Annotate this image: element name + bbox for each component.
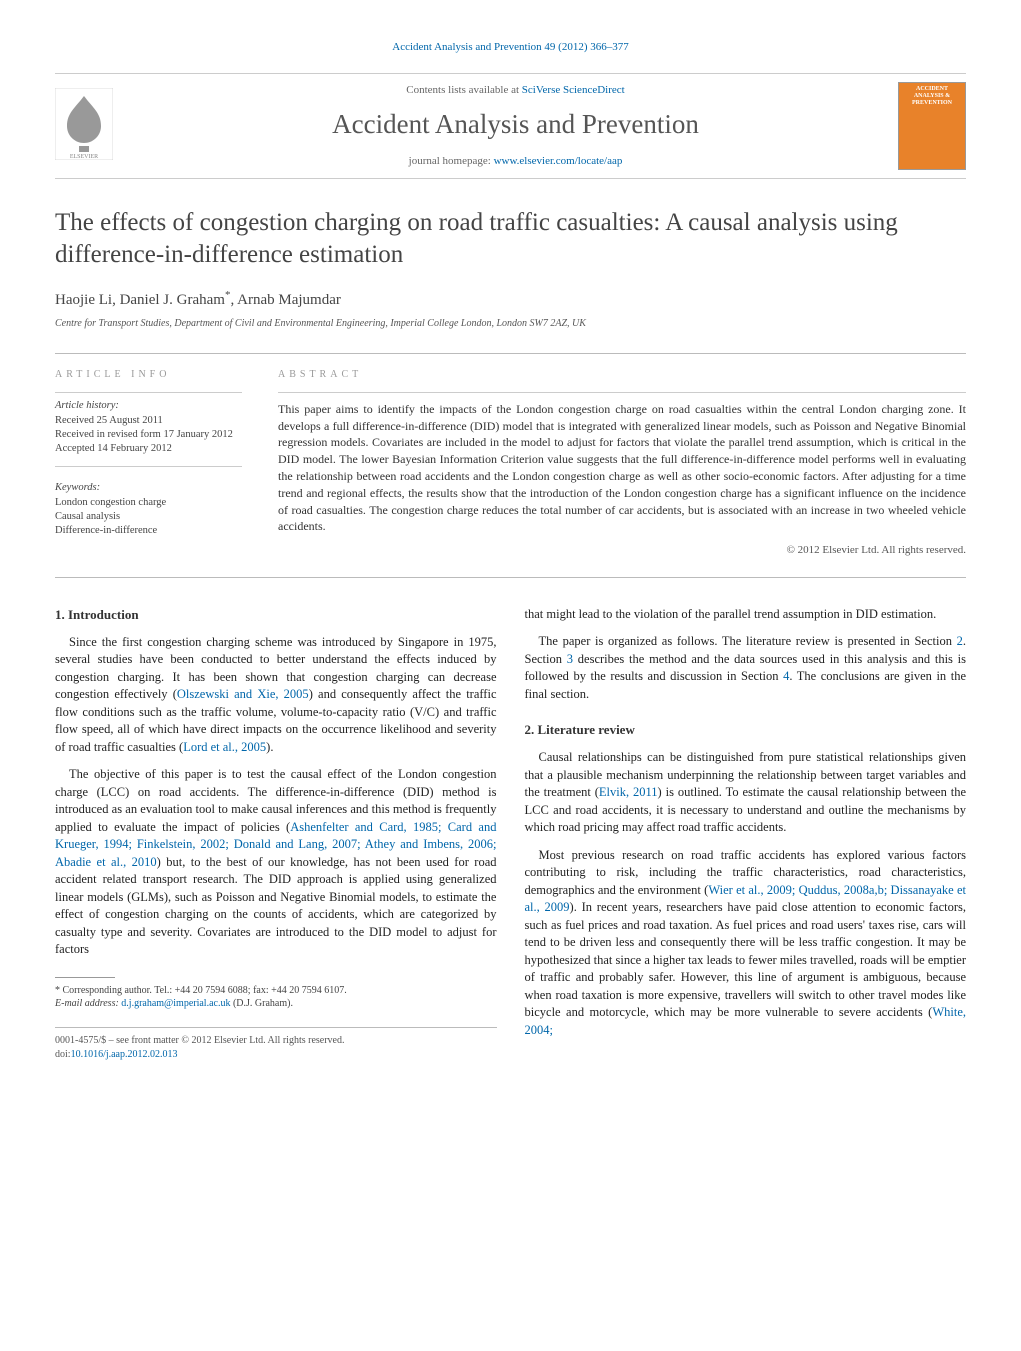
article-info-block: article info Article history: Received 2… bbox=[55, 368, 260, 559]
email-suffix: (D.J. Graham). bbox=[230, 998, 292, 1009]
author-list: Haojie Li, Daniel J. Graham*, Arnab Maju… bbox=[55, 288, 966, 311]
keyword: London congestion charge bbox=[55, 496, 242, 510]
left-column: 1. Introduction Since the first congesti… bbox=[55, 606, 497, 1062]
citation[interactable]: Elvik, 2011 bbox=[599, 785, 658, 799]
keyword: Difference-in-difference bbox=[55, 524, 242, 538]
corresponding-author-footnote: * Corresponding author. Tel.: +44 20 759… bbox=[55, 984, 497, 1011]
journal-name: Accident Analysis and Prevention bbox=[133, 106, 898, 144]
header-center: Contents lists available at SciVerse Sci… bbox=[133, 83, 898, 170]
citation[interactable]: Lord et al., 2005 bbox=[183, 740, 266, 754]
authors-first: Haojie Li, Daniel J. Graham bbox=[55, 292, 225, 308]
contents-prefix: Contents lists available at bbox=[406, 84, 521, 96]
doi-link[interactable]: 10.1016/j.aap.2012.02.013 bbox=[71, 1049, 178, 1060]
keywords-head: Keywords: bbox=[55, 481, 242, 496]
doi-line: doi:10.1016/j.aap.2012.02.013 bbox=[55, 1048, 497, 1062]
sciencedirect-link[interactable]: SciVerse ScienceDirect bbox=[522, 84, 625, 96]
abstract-block: abstract This paper aims to identify the… bbox=[260, 368, 966, 559]
revised-date: Received in revised form 17 January 2012 bbox=[55, 428, 242, 442]
author-last: , Arnab Majumdar bbox=[230, 292, 340, 308]
history-head: Article history: bbox=[55, 399, 242, 414]
email-link[interactable]: d.j.graham@imperial.ac.uk bbox=[121, 998, 230, 1009]
lit-p1: Causal relationships can be distinguishe… bbox=[525, 749, 967, 837]
citation[interactable]: Olszewski and Xie, 2005 bbox=[177, 687, 309, 701]
journal-cover-thumb: ACCIDENT ANALYSIS & PREVENTION bbox=[898, 82, 966, 170]
right-column: that might lead to the violation of the … bbox=[525, 606, 967, 1062]
body-columns: 1. Introduction Since the first congesti… bbox=[55, 606, 966, 1062]
intro-p4: The paper is organized as follows. The l… bbox=[525, 633, 967, 703]
intro-p1: Since the first congestion charging sche… bbox=[55, 634, 497, 757]
info-abstract-row: article info Article history: Received 2… bbox=[55, 353, 966, 578]
corresp-label: * Corresponding author. Tel.: +44 20 759… bbox=[55, 984, 497, 998]
running-head: Accident Analysis and Prevention 49 (201… bbox=[55, 40, 966, 55]
cover-title: ACCIDENT ANALYSIS & PREVENTION bbox=[901, 86, 963, 106]
bottom-rule bbox=[55, 1027, 497, 1028]
front-matter-line: 0001-4575/$ – see front matter © 2012 El… bbox=[55, 1034, 497, 1048]
lit-p2: Most previous research on road traffic a… bbox=[525, 847, 967, 1040]
svg-text:ELSEVIER: ELSEVIER bbox=[70, 154, 98, 160]
keyword: Causal analysis bbox=[55, 510, 242, 524]
email-label: E-mail address: bbox=[55, 998, 121, 1009]
abstract-copyright: © 2012 Elsevier Ltd. All rights reserved… bbox=[278, 543, 966, 558]
contents-line: Contents lists available at SciVerse Sci… bbox=[133, 83, 898, 98]
abstract-head: abstract bbox=[278, 368, 966, 382]
accepted-date: Accepted 14 February 2012 bbox=[55, 442, 242, 456]
intro-p2: The objective of this paper is to test t… bbox=[55, 766, 497, 959]
homepage-prefix: journal homepage: bbox=[409, 155, 494, 167]
journal-homepage-line: journal homepage: www.elsevier.com/locat… bbox=[133, 154, 898, 169]
received-date: Received 25 August 2011 bbox=[55, 414, 242, 428]
intro-p3: that might lead to the violation of the … bbox=[525, 606, 967, 624]
footnote-separator bbox=[55, 977, 115, 978]
paper-title: The effects of congestion charging on ro… bbox=[55, 207, 966, 270]
homepage-link[interactable]: www.elsevier.com/locate/aap bbox=[494, 155, 623, 167]
section-head-lit: 2. Literature review bbox=[525, 721, 967, 739]
section-head-intro: 1. Introduction bbox=[55, 606, 497, 624]
abstract-text: This paper aims to identify the impacts … bbox=[278, 401, 966, 535]
doi-label: doi: bbox=[55, 1049, 71, 1060]
affiliation: Centre for Transport Studies, Department… bbox=[55, 317, 966, 331]
article-info-head: article info bbox=[55, 368, 242, 382]
journal-header-bar: ELSEVIER Contents lists available at Sci… bbox=[55, 73, 966, 179]
elsevier-logo: ELSEVIER bbox=[55, 88, 133, 165]
corresp-email-line: E-mail address: d.j.graham@imperial.ac.u… bbox=[55, 997, 497, 1011]
